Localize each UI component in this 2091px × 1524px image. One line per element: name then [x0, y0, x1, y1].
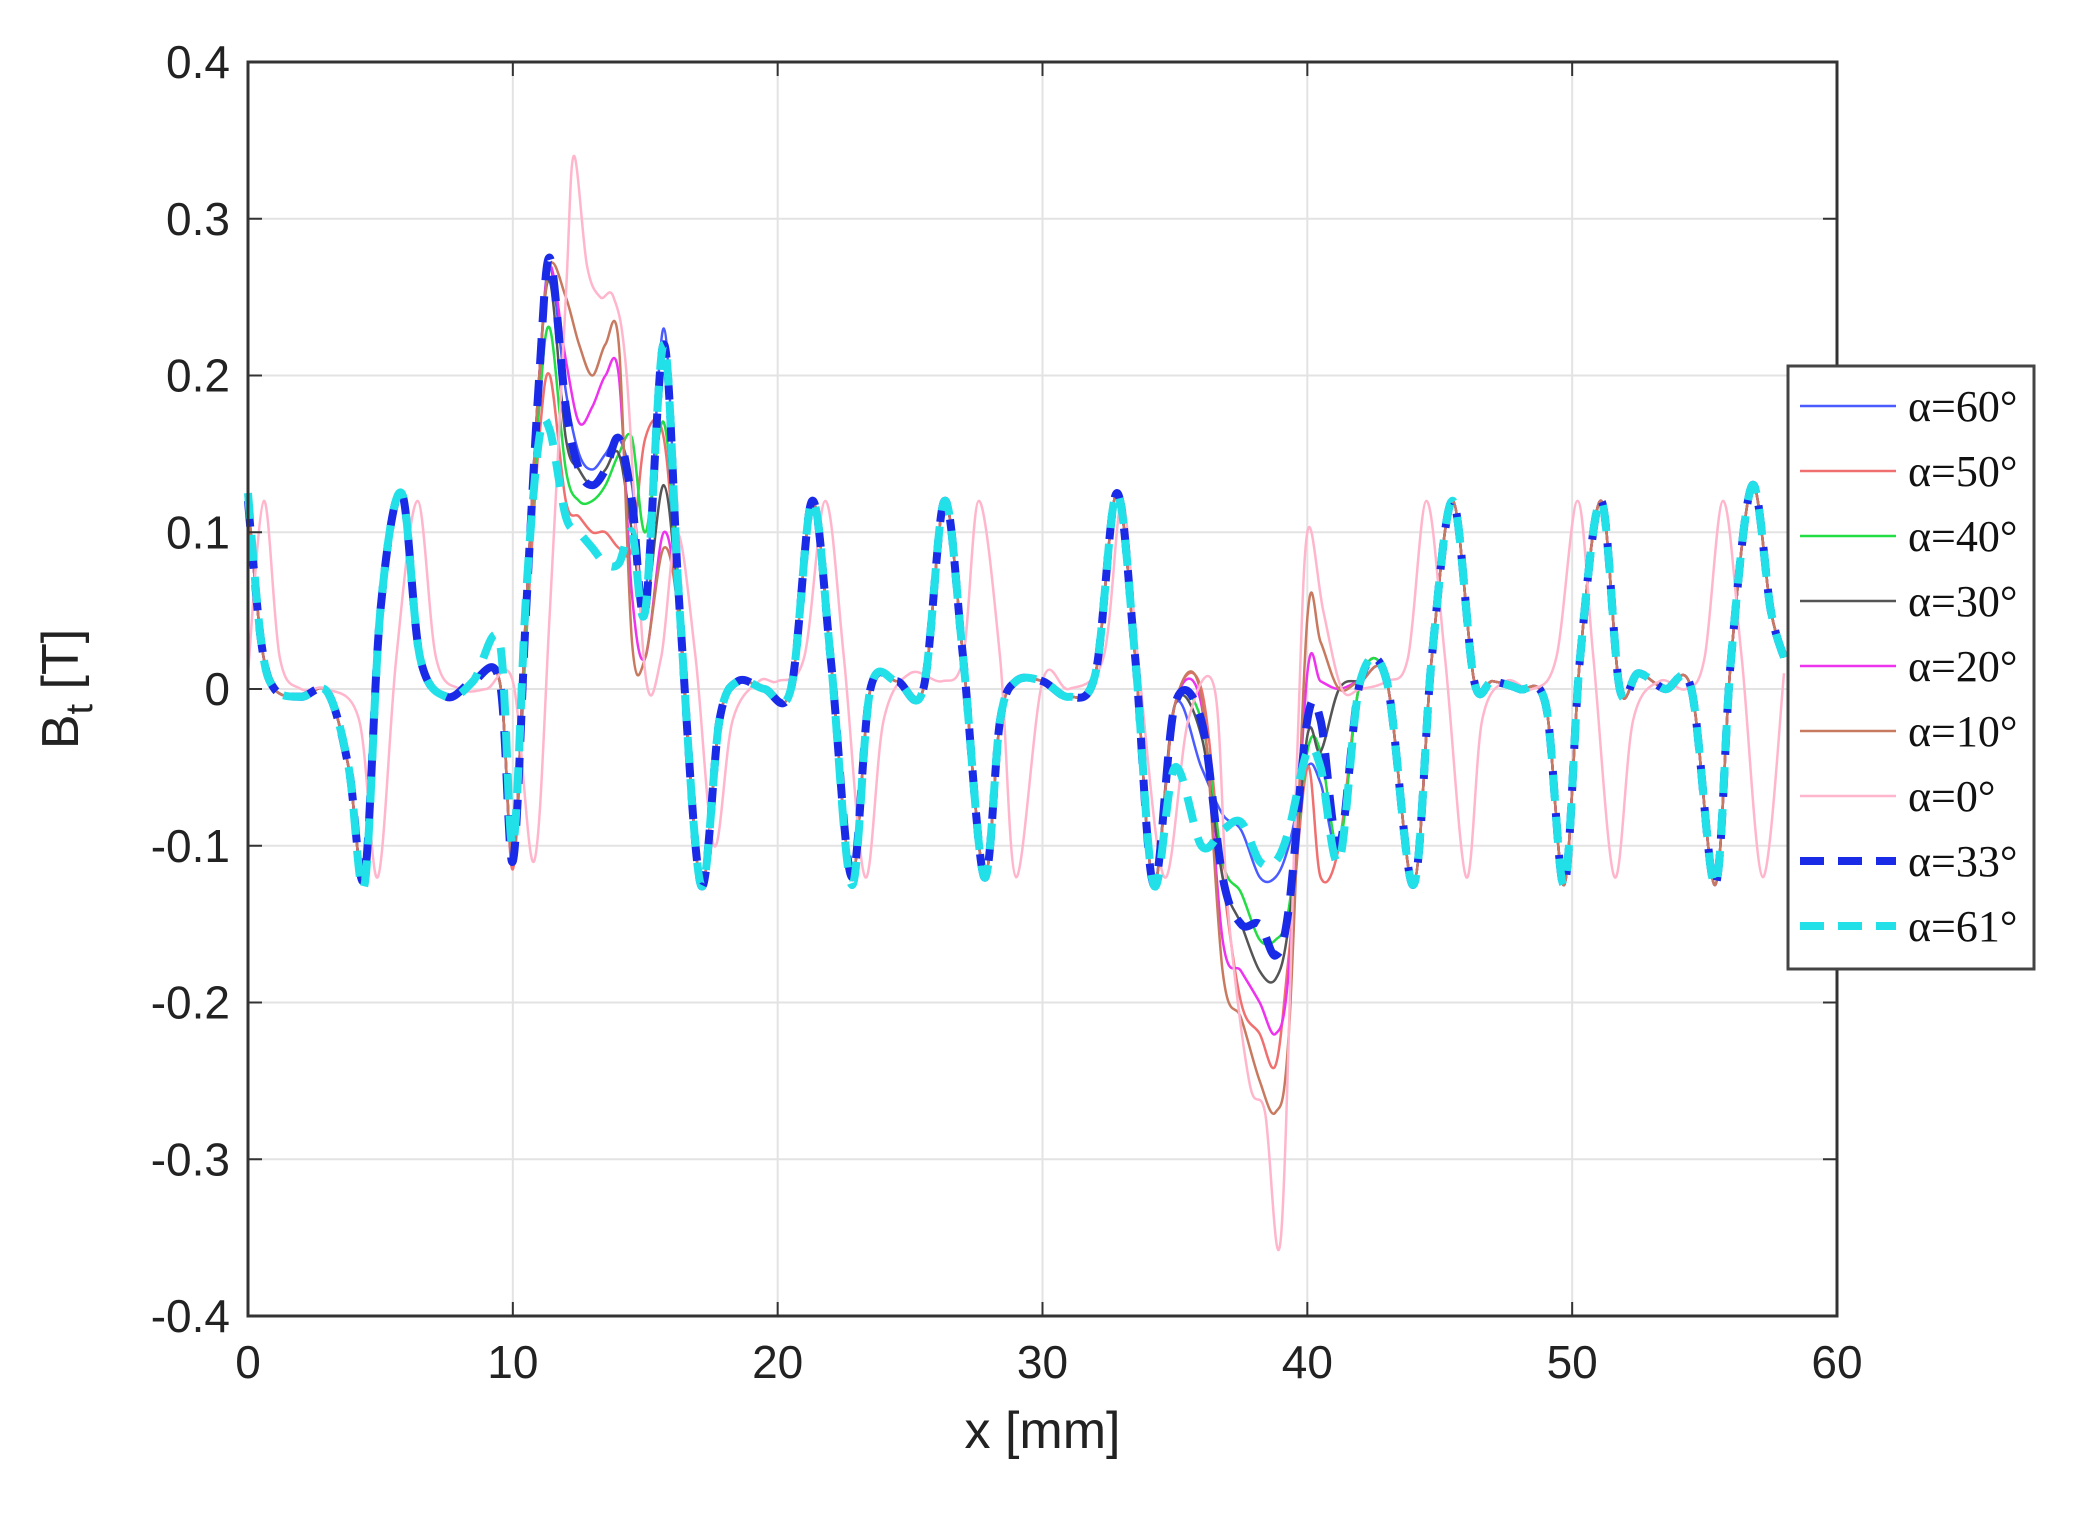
- y-tick-label: 0.1: [166, 506, 230, 558]
- x-tick-label: 10: [487, 1336, 538, 1388]
- y-tick-label: -0.3: [151, 1133, 230, 1185]
- legend-box: [1786, 364, 2036, 971]
- legend-label: α=61°: [1908, 902, 2017, 951]
- legend-label: α=60°: [1908, 382, 2017, 431]
- legend-label: α=0°: [1908, 772, 1995, 821]
- y-axis-label-main: B: [32, 714, 90, 749]
- legend-label: α=33°: [1908, 837, 2017, 886]
- y-tick-label: -0.2: [151, 977, 230, 1029]
- y-tick-label: 0.4: [166, 36, 230, 88]
- x-tick-label: 60: [1811, 1336, 1862, 1388]
- y-tick-label: -0.4: [151, 1290, 230, 1342]
- legend-label: α=10°: [1908, 707, 2017, 756]
- y-tick-label: 0.3: [166, 193, 230, 245]
- y-axis-label-subscript: t: [59, 703, 101, 714]
- x-tick-label: 20: [752, 1336, 803, 1388]
- series-line: [244, 340, 1788, 893]
- legend-label: α=30°: [1908, 577, 2017, 626]
- x-axis-label: x [mm]: [965, 1402, 1121, 1460]
- x-tick-label: 30: [1017, 1336, 1068, 1388]
- y-tick-label: -0.1: [151, 820, 230, 872]
- plot-lines: [244, 154, 1788, 1252]
- legend-label: α=50°: [1908, 447, 2017, 496]
- y-axis-label-unit: [T]: [32, 629, 90, 704]
- legend-label: α=40°: [1908, 512, 2017, 561]
- x-tick-label: 40: [1282, 1336, 1333, 1388]
- y-tick-label: 0.2: [166, 350, 230, 402]
- legend: α=60° α=50° α=40° α=30° α=20° α=10° α=0° α=33° α…: [1786, 364, 2036, 971]
- y-tick-label: 0: [204, 663, 230, 715]
- x-tick-label: 0: [235, 1336, 261, 1388]
- x-tick-label: 50: [1547, 1336, 1598, 1388]
- axis-ticks: 0 10 20 30 40 50 60 0.4 0.3 0.2 0.1 0 -0.1 -0.2 -0.3 -0…: [151, 36, 1863, 1388]
- y-axis-label: Bt [T]: [32, 629, 101, 749]
- legend-label: α=20°: [1908, 642, 2017, 691]
